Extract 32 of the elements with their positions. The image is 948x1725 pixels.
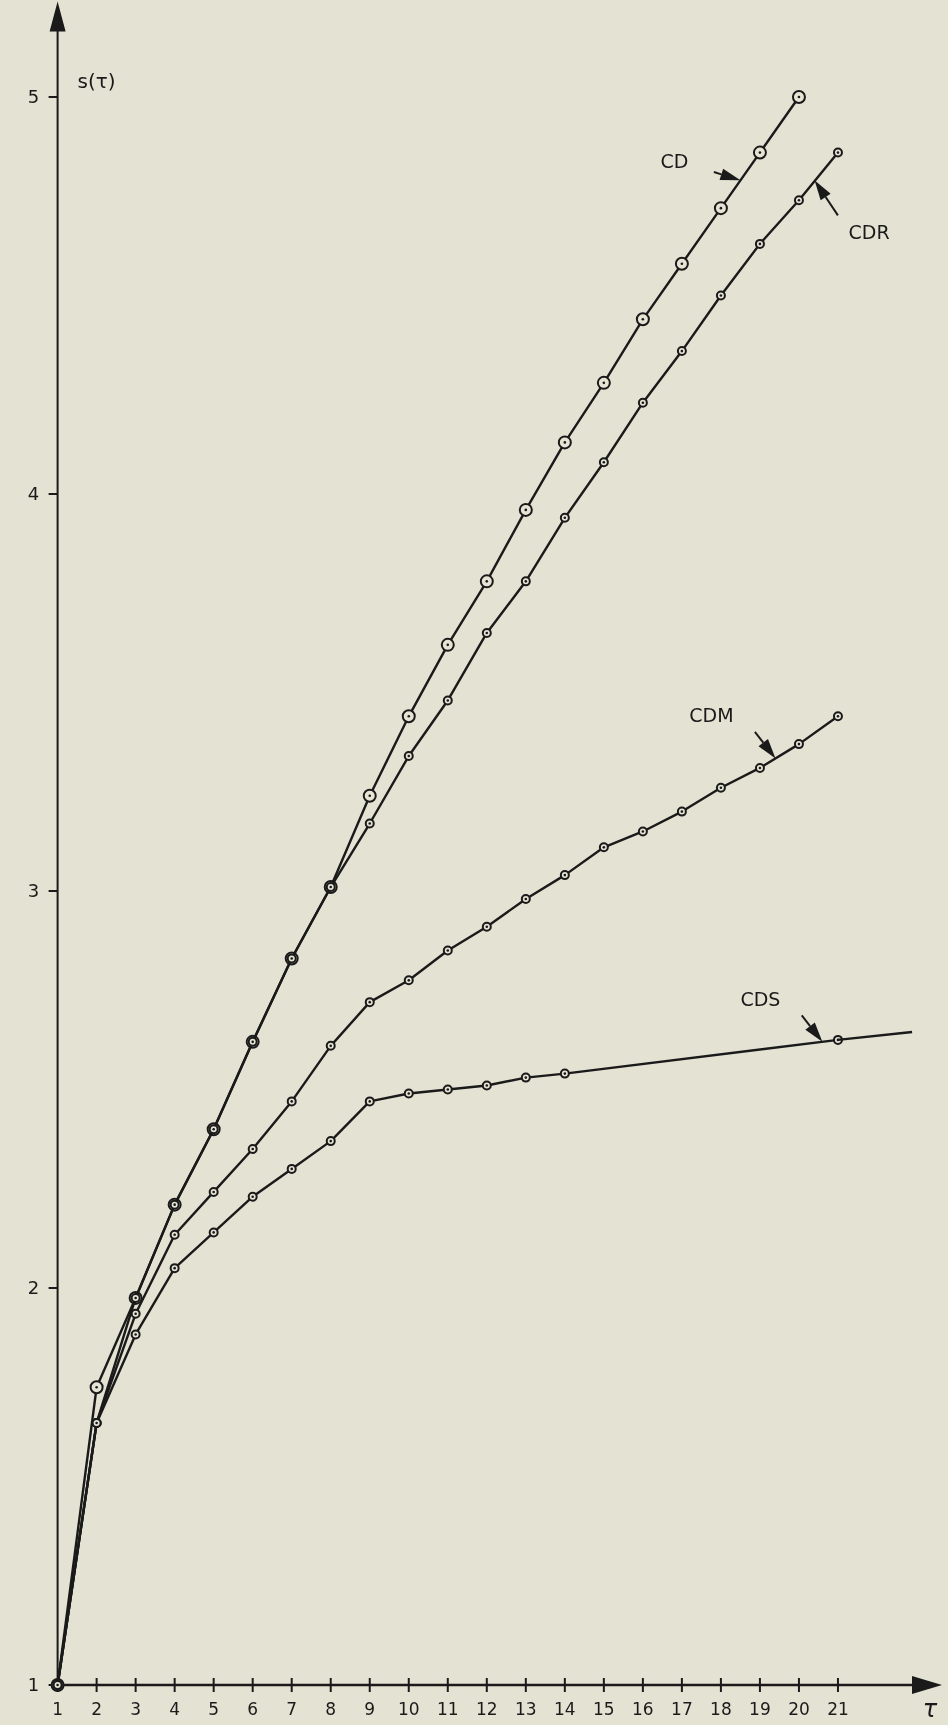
x-tick-label: 17: [671, 1699, 693, 1719]
y-tick-label: 3: [27, 880, 40, 901]
x-tick-label: 9: [364, 1699, 376, 1719]
x-tick-label: 14: [554, 1699, 576, 1719]
x-tick-label: 13: [515, 1699, 537, 1719]
x-tick-label: 1: [52, 1699, 64, 1719]
x-tick-label: 16: [632, 1699, 654, 1719]
y-tick-label: 5: [27, 86, 40, 107]
annotation: CD: [660, 150, 689, 173]
x-tick-label: 2: [91, 1699, 103, 1719]
x-tick-label: 5: [208, 1699, 220, 1719]
annotation: CDM: [689, 704, 734, 727]
x-tick-label: 4: [169, 1699, 181, 1719]
y-tick-label: 1: [27, 1674, 40, 1695]
x-tick-label: 12: [475, 1699, 498, 1719]
x-tick-label: 21: [827, 1699, 849, 1719]
x-tick-label: 7: [286, 1699, 298, 1719]
x-tick-label: 15: [593, 1699, 615, 1719]
x-axis-title: τ: [922, 1695, 938, 1723]
annotation: CDS: [740, 987, 781, 1010]
x-tick-label: 6: [247, 1699, 259, 1719]
x-tick-label: 11: [436, 1699, 459, 1719]
y-axis-title: s(τ): [77, 68, 116, 93]
x-tick-label: 8: [325, 1699, 337, 1719]
x-tick-label: 19: [749, 1699, 771, 1719]
annotation: CDR: [848, 221, 890, 244]
x-tick-label: 3: [130, 1699, 142, 1719]
x-tick-label: 18: [710, 1699, 732, 1719]
x-tick-label: 10: [397, 1699, 420, 1719]
y-tick-label: 4: [27, 483, 40, 504]
x-tick-label: 20: [788, 1699, 810, 1719]
y-tick-label: 2: [27, 1277, 40, 1298]
